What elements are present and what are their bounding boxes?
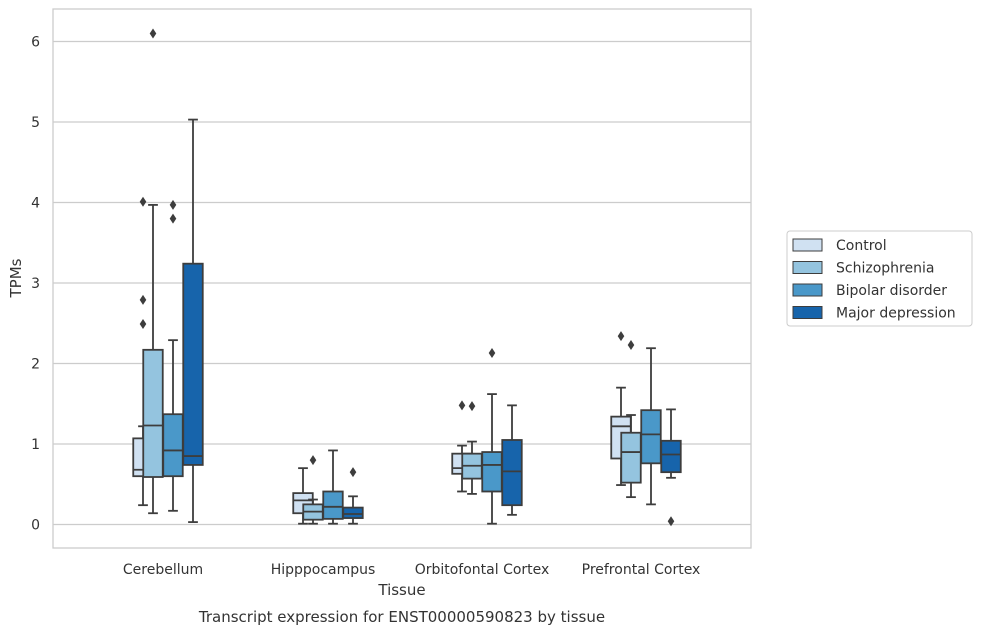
y-tick-label: 2 [31, 357, 40, 373]
outlier-point [627, 339, 635, 350]
box-bipolar-disorder [481, 348, 503, 525]
box-iqr [142, 348, 164, 478]
box-iqr [342, 506, 364, 519]
outlier-point [149, 28, 157, 39]
box-bipolar-disorder [162, 199, 184, 512]
plot-frame [52, 8, 752, 549]
outlier-point [667, 516, 675, 527]
outlier-point [139, 294, 147, 305]
legend-label: Control [836, 238, 887, 254]
legend-swatch [792, 238, 823, 252]
box-iqr [501, 439, 523, 507]
box-major-depression [342, 467, 364, 525]
box-major-depression [501, 404, 523, 516]
box-groups [132, 28, 682, 527]
legend-swatch [792, 283, 823, 297]
legend-label: Schizophrenia [836, 261, 934, 277]
outlier-point [468, 401, 476, 412]
outlier-point [309, 455, 317, 466]
x-tick-label: Hipppocampus [271, 562, 376, 578]
outlier-point [169, 213, 177, 224]
outlier-point [169, 199, 177, 210]
x-tick-label: Prefrontal Cortex [582, 562, 701, 578]
outlier-point [139, 196, 147, 207]
box-schizophrenia [461, 401, 483, 495]
y-tick-label: 4 [31, 196, 40, 212]
box-iqr [620, 431, 642, 484]
y-tick-label: 3 [31, 276, 40, 292]
x-tick-label: Cerebellum [123, 562, 203, 578]
legend-swatch [792, 306, 823, 319]
legend-label: Bipolar disorder [836, 283, 947, 299]
x-axis-label: Tissue [377, 581, 425, 599]
legend: Control Schizophrenia Bipolar disorder Majo… [786, 230, 973, 327]
outlier-point [458, 400, 466, 411]
legend-label: Major depression [836, 306, 956, 322]
y-axis-ticks: 0 1 2 3 4 5 6 [31, 35, 40, 534]
box-iqr [660, 439, 682, 474]
box-bipolar-disorder [640, 347, 662, 506]
box-iqr [162, 413, 184, 478]
chart-title: Transcript expression for ENST0000059082… [198, 608, 605, 626]
y-tick-label: 0 [31, 518, 40, 534]
y-tick-label: 1 [31, 437, 40, 453]
legend-swatch [792, 261, 823, 274]
y-axis-label: TPMs [7, 258, 25, 298]
outlier-point [349, 467, 357, 478]
box-bipolar-disorder [322, 449, 344, 525]
box-iqr [481, 451, 503, 493]
outlier-point [617, 331, 625, 342]
x-tick-label: Orbitofontal Cortex [415, 562, 550, 578]
box-iqr [182, 262, 204, 466]
box-schizophrenia [142, 28, 164, 515]
box-iqr [322, 490, 344, 520]
outlier-point [139, 319, 147, 330]
y-tick-label: 6 [31, 35, 40, 51]
legend-frame [786, 230, 973, 327]
box-schizophrenia [302, 455, 324, 525]
x-axis-ticks: Cerebellum Hipppocampus Orbitofontal Corte… [123, 562, 700, 578]
y-tick-label: 5 [31, 115, 40, 131]
outlier-point [488, 348, 496, 359]
box-major-depression [660, 408, 682, 527]
box-major-depression [182, 118, 204, 523]
box-iqr [640, 409, 662, 465]
